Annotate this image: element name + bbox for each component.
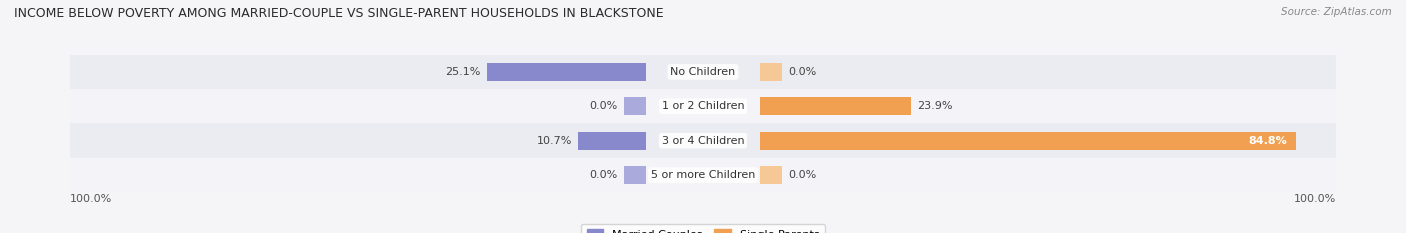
Text: INCOME BELOW POVERTY AMONG MARRIED-COUPLE VS SINGLE-PARENT HOUSEHOLDS IN BLACKST: INCOME BELOW POVERTY AMONG MARRIED-COUPL… [14,7,664,20]
Text: 0.0%: 0.0% [589,170,617,180]
Text: 0.0%: 0.0% [589,101,617,111]
Bar [624,166,647,184]
Bar [578,132,647,150]
Text: 100.0%: 100.0% [70,194,112,204]
Text: No Children: No Children [671,67,735,77]
Bar [759,166,782,184]
Bar [70,55,1336,89]
Bar [70,158,1336,192]
Text: 23.9%: 23.9% [918,101,953,111]
Bar [488,63,647,81]
Text: Source: ZipAtlas.com: Source: ZipAtlas.com [1281,7,1392,17]
Text: 5 or more Children: 5 or more Children [651,170,755,180]
Bar [70,89,1336,123]
Bar [759,97,911,115]
Legend: Married Couples, Single Parents: Married Couples, Single Parents [581,223,825,233]
Text: 0.0%: 0.0% [789,67,817,77]
Text: 3 or 4 Children: 3 or 4 Children [662,136,744,146]
Text: 100.0%: 100.0% [1294,194,1336,204]
Text: 1 or 2 Children: 1 or 2 Children [662,101,744,111]
Text: 84.8%: 84.8% [1249,136,1286,146]
Text: 25.1%: 25.1% [446,67,481,77]
Bar [759,132,1296,150]
Text: 0.0%: 0.0% [789,170,817,180]
Bar [759,63,782,81]
Text: 10.7%: 10.7% [537,136,572,146]
Bar [70,123,1336,158]
Bar [624,97,647,115]
